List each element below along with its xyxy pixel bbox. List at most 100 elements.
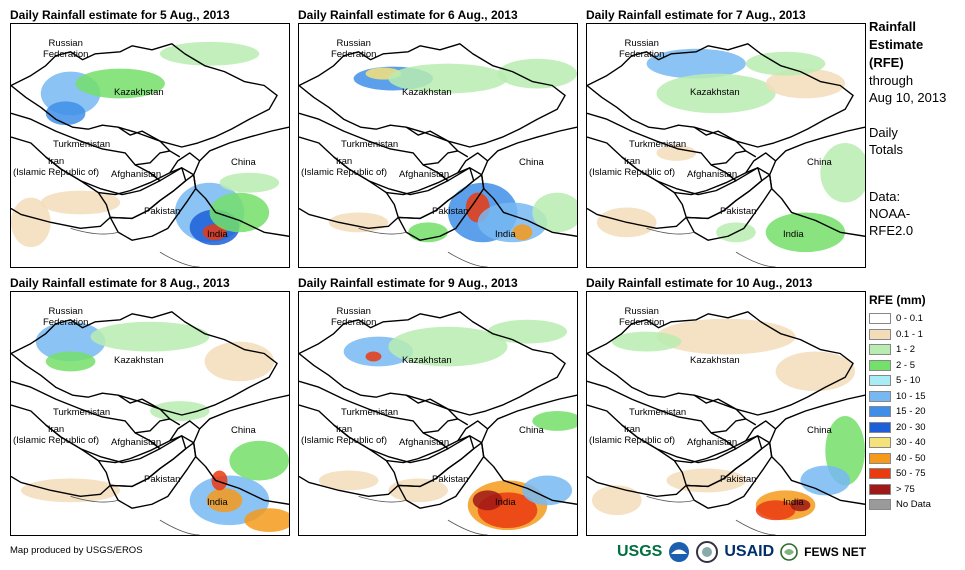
coastline <box>70 495 200 535</box>
legend-label: 50 - 75 <box>896 468 926 480</box>
rainfall-area <box>800 465 851 496</box>
usgs-logo: USGS <box>617 543 663 560</box>
country-label-kazakhstan: Kazakhstan <box>114 355 164 366</box>
map-info: Rainfall Estimate (RFE) through Aug 10, … <box>869 18 965 239</box>
country-label-india: India <box>783 229 804 240</box>
map-panel: Daily Rainfall estimate for 7 Aug., 2013… <box>586 8 866 273</box>
legend-label: 15 - 20 <box>896 406 926 418</box>
country-label-iran: Iran (Islamic Republic of) <box>301 156 388 178</box>
legend-item: No Data <box>869 497 965 513</box>
country-label-iran: Iran (Islamic Republic of) <box>13 156 100 178</box>
legend-label: 10 - 15 <box>896 390 926 402</box>
rainfall-area <box>591 485 642 516</box>
legend-label: 5 - 10 <box>896 375 921 387</box>
legend-item: 20 - 30 <box>869 420 965 436</box>
country-label-turkmenistan: Turkmenistan <box>53 139 111 150</box>
country-label-iran: Iran (Islamic Republic of) <box>589 424 676 446</box>
rainfall-area <box>209 192 270 233</box>
country-label-china: China <box>807 157 832 168</box>
dos-seal-icon <box>696 541 719 563</box>
rainfall-area <box>388 63 508 94</box>
agency-logos: USGS USAID FEWS NET <box>617 537 866 567</box>
info-totals-line: Totals <box>869 142 903 157</box>
country-label-russia: Russian Federation <box>619 38 665 60</box>
info-data-source: Data: NOAA- RFE2.0 <box>869 188 965 239</box>
legend-swatch <box>869 421 891 433</box>
legend-swatch <box>869 390 891 402</box>
info-through-line: Aug 10, 2013 <box>869 90 947 105</box>
country-label-afghanistan: Afghanistan <box>687 437 738 448</box>
legend-item: 40 - 50 <box>869 451 965 467</box>
info-through-line: through <box>869 73 914 88</box>
country-label-turkmenistan: Turkmenistan <box>629 139 687 150</box>
country-borders <box>587 311 865 509</box>
rainfall-layer <box>318 319 577 531</box>
legend-swatch <box>869 437 891 449</box>
legend-label: 20 - 30 <box>896 421 926 433</box>
legend-label: 0 - 0.1 <box>896 313 923 325</box>
map-canvas <box>299 311 577 535</box>
rainfall-area <box>211 470 228 491</box>
map-panel: Daily Rainfall estimate for 9 Aug., 2013… <box>298 276 578 541</box>
rainfall-area <box>646 48 746 79</box>
rainfall-area <box>790 499 811 512</box>
legend-item: 5 - 10 <box>869 373 965 389</box>
country-label-india: India <box>207 497 228 508</box>
rainfall-area <box>35 321 106 362</box>
rainfall-area <box>318 470 379 491</box>
country-label-pakistan: Pakistan <box>720 474 757 485</box>
legend-swatch <box>869 468 891 480</box>
rainfall-map: Russian Federation Kazakhstan Turkmenistan… <box>298 23 578 268</box>
rainfall-layer <box>11 41 280 248</box>
country-borders <box>299 43 577 241</box>
country-label-afghanistan: Afghanistan <box>687 169 738 180</box>
country-label-china: China <box>231 425 256 436</box>
info-data-line: NOAA- <box>869 206 911 221</box>
legend-item: 30 - 40 <box>869 435 965 451</box>
rainfall-area <box>45 351 96 372</box>
country-label-pakistan: Pakistan <box>144 206 181 217</box>
country-label-iran: Iran (Islamic Republic of) <box>301 424 388 446</box>
panel-title: Daily Rainfall estimate for 8 Aug., 2013 <box>10 276 230 290</box>
info-data-line: Data: <box>869 189 901 204</box>
legend: RFE (mm) 0 - 0.1 0.1 - 1 1 - 2 2 - 5 5 - 10 1… <box>869 293 965 513</box>
map-panel: Daily Rainfall estimate for 6 Aug., 2013… <box>298 8 578 273</box>
country-label-iran: Iran (Islamic Republic of) <box>589 156 676 178</box>
usaid-logo: USAID <box>724 543 775 560</box>
country-label-kazakhstan: Kazakhstan <box>114 87 164 98</box>
country-label-pakistan: Pakistan <box>432 474 469 485</box>
map-panel: Daily Rainfall estimate for 8 Aug., 2013… <box>10 276 290 541</box>
info-totals: Daily Totals <box>869 124 965 158</box>
rainfall-area <box>365 351 382 362</box>
rainfall-area <box>532 192 577 233</box>
rainfall-area <box>656 145 697 161</box>
country-label-russia: Russian Federation <box>331 38 377 60</box>
info-through: through Aug 10, 2013 <box>869 72 965 106</box>
info-totals-line: Daily <box>869 125 898 140</box>
rainfall-area <box>45 101 86 126</box>
rainfall-map: Russian Federation Kazakhstan Turkmenistan… <box>298 291 578 536</box>
map-panel: Daily Rainfall estimate for 5 Aug., 2013… <box>10 8 290 273</box>
country-label-china: China <box>519 425 544 436</box>
rainfall-area <box>532 411 577 431</box>
legend-item: 2 - 5 <box>869 358 965 374</box>
country-label-turkmenistan: Turkmenistan <box>341 139 399 150</box>
rainfall-map: Russian Federation Kazakhstan Turkmenistan… <box>10 23 290 268</box>
country-label-turkmenistan: Turkmenistan <box>53 407 111 418</box>
rainfall-area <box>820 143 865 203</box>
legend-swatch <box>869 359 891 371</box>
info-title-line: Estimate <box>869 37 924 52</box>
country-label-china: China <box>519 157 544 168</box>
country-label-china: China <box>231 157 256 168</box>
rainfall-area <box>219 172 280 193</box>
rainfall-area <box>487 319 568 344</box>
legend-items: 0 - 0.1 0.1 - 1 1 - 2 2 - 5 5 - 10 10 - 15 15 … <box>869 311 965 513</box>
info-data-line: RFE2.0 <box>869 223 914 238</box>
country-label-russia: Russian Federation <box>43 306 89 328</box>
country-borders <box>11 311 289 509</box>
panel-title: Daily Rainfall estimate for 10 Aug., 201… <box>586 276 813 290</box>
country-label-afghanistan: Afghanistan <box>399 169 450 180</box>
rainfall-area <box>206 488 243 513</box>
map-canvas <box>11 311 289 535</box>
panel-title: Daily Rainfall estimate for 5 Aug., 2013 <box>10 8 230 22</box>
